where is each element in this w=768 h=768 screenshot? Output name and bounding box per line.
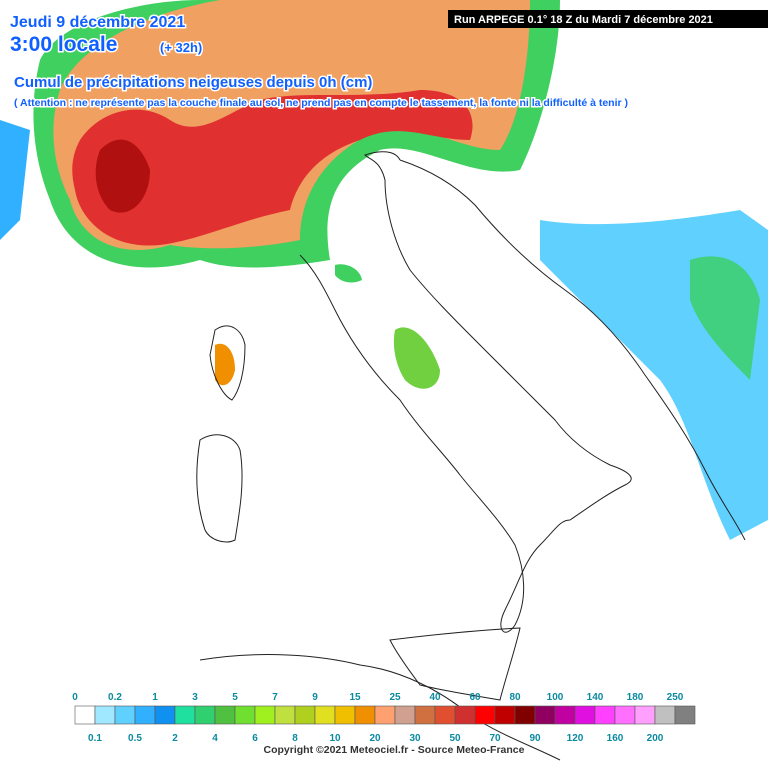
coastlines — [196, 151, 746, 761]
legend-swatch — [154, 705, 176, 725]
legend-label: 2 — [172, 733, 178, 744]
legend-swatch — [594, 705, 616, 725]
legend-label: 180 — [627, 692, 644, 703]
legend-swatch — [514, 705, 536, 725]
legend-label: 200 — [647, 733, 664, 744]
legend-swatch — [634, 705, 656, 725]
legend-label: 60 — [469, 692, 481, 703]
legend-swatch — [494, 705, 516, 725]
map-title: Cumul de précipitations neigeuses depuis… — [14, 74, 372, 91]
copyright: Copyright ©2021 Meteociel.fr - Source Me… — [264, 744, 525, 756]
legend-label: 0 — [72, 692, 78, 703]
time: 3:00 locale — [10, 33, 117, 56]
legend-label: 0.1 — [88, 733, 102, 744]
legend-label: 80 — [509, 692, 521, 703]
legend-swatch — [334, 705, 356, 725]
legend-swatch — [374, 705, 396, 725]
legend-label: 25 — [389, 692, 401, 703]
legend-label: 50 — [449, 733, 461, 744]
legend-label: 9 — [312, 692, 318, 703]
legend-swatch — [434, 705, 456, 725]
legend-swatch — [274, 705, 296, 725]
legend-swatch — [294, 705, 316, 725]
legend-label: 160 — [607, 733, 624, 744]
legend-label: 250 — [667, 692, 684, 703]
legend-label: 70 — [489, 733, 501, 744]
legend-label: 100 — [547, 692, 564, 703]
legend-label: 10 — [329, 733, 341, 744]
legend-label: 7 — [272, 692, 278, 703]
legend-label: 0.2 — [108, 692, 122, 703]
legend-label: 20 — [369, 733, 381, 744]
legend-swatch — [614, 705, 636, 725]
map-note: ( Attention : ne représente pas la couch… — [14, 97, 628, 109]
legend-swatch — [394, 705, 416, 725]
legend-label: 5 — [232, 692, 238, 703]
legend-swatch — [454, 705, 476, 725]
legend-swatch — [474, 705, 496, 725]
legend-label: 1 — [152, 692, 158, 703]
legend-label: 6 — [252, 733, 258, 744]
legend-swatch — [134, 705, 156, 725]
legend-swatch — [554, 705, 576, 725]
legend-label: 40 — [429, 692, 441, 703]
legend-label: 30 — [409, 733, 421, 744]
run-info: Run ARPEGE 0.1° 18 Z du Mardi 7 décembre… — [454, 14, 713, 26]
legend-label: 0.5 — [128, 733, 142, 744]
legend-swatch — [314, 705, 336, 725]
legend-label: 8 — [292, 733, 298, 744]
snow-field — [0, 0, 768, 540]
legend-swatch — [414, 705, 436, 725]
legend-label: 90 — [529, 733, 541, 744]
date: Jeudi 9 décembre 2021 — [10, 14, 185, 31]
legend-swatch — [174, 705, 196, 725]
legend-swatch — [534, 705, 556, 725]
lead-time: (+ 32h) — [160, 40, 202, 55]
legend-swatch — [234, 705, 256, 725]
legend-swatch — [674, 705, 696, 725]
legend-label: 15 — [349, 692, 361, 703]
legend-swatch — [194, 705, 216, 725]
legend-swatch — [654, 705, 676, 725]
legend-swatch — [114, 705, 136, 725]
legend-swatch — [354, 705, 376, 725]
legend-swatch — [254, 705, 276, 725]
legend-swatch — [74, 705, 96, 725]
legend-label: 120 — [567, 733, 584, 744]
legend-swatch — [214, 705, 236, 725]
legend-swatch — [94, 705, 116, 725]
legend-label: 3 — [192, 692, 198, 703]
run-banner — [448, 10, 768, 28]
legend-label: 140 — [587, 692, 604, 703]
legend-swatch — [574, 705, 596, 725]
legend-label: 4 — [212, 733, 218, 744]
